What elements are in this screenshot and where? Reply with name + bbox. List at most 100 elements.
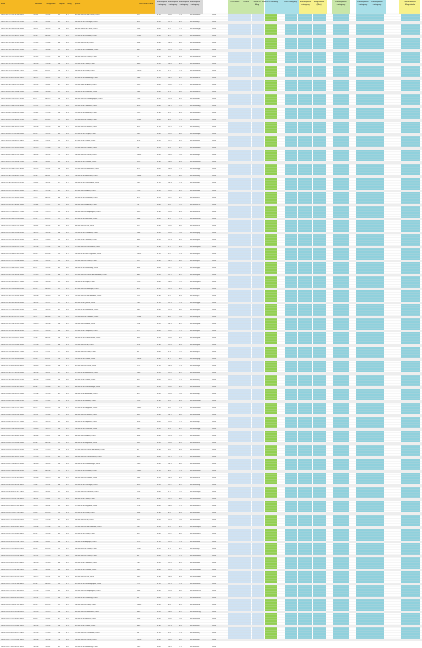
table-row[interactable]: 2020-11-26T01:19:28.770Z -15.84 -74.47 46 4.…: [0, 540, 422, 544]
cell-place[interactable]: 55 km S of Chala, Peru: [75, 63, 95, 66]
cell-place[interactable]: 29 km W of Culebras, Peru: [75, 231, 98, 234]
cell-dist[interactable]: 327: [137, 224, 141, 227]
cell-region[interactable]: Peru: [212, 70, 216, 73]
cell-depth[interactable]: 20: [58, 357, 61, 360]
cell-dist[interactable]: 1082: [137, 407, 142, 410]
cell-place[interactable]: 15 km NW of Tumbes, Peru: [75, 315, 99, 318]
cell-place[interactable]: 36 km W of Puerto Eten, Peru: [75, 336, 101, 339]
cell-depth[interactable]: 31: [58, 91, 61, 94]
cell-longitude[interactable]: -78.86: [45, 49, 51, 52]
header-match-catalog[interactable]: Match in catalog: [262, 1, 278, 3]
cell-place[interactable]: 18 km W of Mancora, Peru: [75, 175, 98, 178]
cell-depth[interactable]: 48: [58, 231, 61, 234]
cell-depth[interactable]: 23: [58, 315, 61, 318]
cell-region[interactable]: Peru: [212, 49, 216, 52]
cell-latitude[interactable]: -5.63: [33, 512, 38, 515]
cell-longitude[interactable]: -76.79: [45, 428, 51, 431]
cell-region[interactable]: Peru: [212, 512, 216, 515]
cell-latitude[interactable]: -14.43: [33, 365, 39, 367]
cell-place[interactable]: 29 km W of Huaral, Peru: [75, 400, 96, 403]
cell-longitude[interactable]: -73.87: [45, 498, 51, 501]
cell-longitude[interactable]: -80.32: [45, 196, 51, 199]
table-row[interactable]: 2020-12-20T19:18:54.430Z -17.45 -72.02 64 4.…: [0, 273, 422, 277]
cell-mag[interactable]: 4.4: [66, 533, 69, 536]
cell-time[interactable]: 2020-12-29T12:58:32.560Z: [1, 189, 25, 192]
cell-mag[interactable]: 4.8: [66, 350, 69, 353]
cell-longitude[interactable]: -81.18: [45, 512, 51, 515]
cell-cat-a[interactable]: 4.70: [157, 70, 161, 73]
table-row[interactable]: 2021-01-16T09:45:58.440Z -14.27 -76.35 28 4.…: [0, 28, 422, 31]
cell-depth[interactable]: 46: [58, 196, 61, 199]
cell-time[interactable]: 2020-11-24T22:10:14.340Z: [1, 554, 24, 557]
cell-time[interactable]: 2021-01-11T22:08:45.770Z: [1, 70, 24, 73]
cell-cat-c[interactable]: 6.6: [179, 259, 182, 262]
cell-id[interactable]: us7000cy8c: [190, 329, 201, 332]
cell-mag[interactable]: 4.4: [66, 414, 69, 417]
cell-time[interactable]: 2021-01-02T04:57:23.140Z: [1, 154, 25, 157]
cell-latitude[interactable]: -17.62: [33, 42, 39, 45]
table-row[interactable]: 2021-01-09T05:13:08.190Z -13.88 -76.68 31 4.…: [0, 91, 422, 94]
cell-time[interactable]: 2021-01-03T10:44:11.330Z: [1, 140, 24, 143]
cell-dist[interactable]: 345: [137, 575, 141, 578]
table-row[interactable]: 2020-12-28T07:36:44.180Z -11.88 -77.71 32 4.…: [0, 203, 422, 207]
cell-cat-b[interactable]: 10.0: [168, 280, 172, 283]
cell-cat-c[interactable]: 6.2: [179, 372, 182, 375]
cell-cat-b[interactable]: 9.0: [168, 407, 171, 410]
cell-cat-c[interactable]: 7.3: [179, 582, 182, 585]
cell-depth[interactable]: 30: [58, 596, 61, 599]
cell-cat-b[interactable]: 8.9: [168, 217, 171, 220]
cell-depth[interactable]: 70: [58, 638, 61, 641]
cell-latitude[interactable]: -16.99: [33, 561, 39, 564]
cell-longitude[interactable]: -78.37: [45, 372, 51, 375]
cell-cat-c[interactable]: 6.9: [179, 526, 182, 529]
cell-time[interactable]: 2021-01-05T23:38:02.970Z: [1, 119, 25, 122]
cell-latitude[interactable]: -15.61: [33, 259, 39, 262]
cell-cat-c[interactable]: 6.4: [179, 161, 182, 164]
cell-latitude[interactable]: -8.92: [33, 533, 38, 536]
cell-dist[interactable]: 407: [137, 49, 141, 52]
cell-region[interactable]: Peru: [212, 631, 216, 634]
cell-place[interactable]: 31 km W of Trujillo, Peru: [75, 133, 96, 136]
cell-time[interactable]: 2020-12-25T03:31:36.620Z: [1, 231, 25, 234]
cell-cat-b[interactable]: 12.8: [168, 589, 172, 592]
cell-cat-c[interactable]: 6.9: [179, 140, 182, 143]
cell-time[interactable]: 2020-12-24T14:16:59.950Z: [1, 238, 25, 241]
cell-mag[interactable]: 4.6: [66, 421, 69, 424]
cell-id[interactable]: us7000cx2x: [190, 477, 201, 480]
cell-depth[interactable]: 42: [58, 21, 61, 24]
cell-cat-c[interactable]: 6.4: [179, 56, 182, 59]
cell-cat-c[interactable]: 7.1: [179, 505, 182, 508]
cell-mag[interactable]: 4.9: [66, 617, 69, 620]
cell-time[interactable]: 2020-12-31T08:21:07.400Z: [1, 168, 25, 171]
cell-time[interactable]: 2020-12-20T02:44:17.780Z: [1, 280, 25, 283]
cell-time[interactable]: 2020-12-18T22:35:03.360Z: [1, 294, 25, 297]
cell-time[interactable]: 2020-11-18T22:24:04.190Z: [1, 624, 24, 627]
cell-id[interactable]: us7000cy6d: [190, 336, 201, 339]
cell-depth[interactable]: 22: [58, 119, 61, 122]
cell-place[interactable]: 21 km SW of Chorrillos, Peru: [75, 631, 100, 634]
cell-cat-b[interactable]: 13.0: [168, 154, 172, 157]
cell-id[interactable]: us7000d0zf: [190, 98, 200, 101]
cell-mag[interactable]: 4.9: [66, 315, 69, 318]
cell-latitude[interactable]: -15.07: [33, 414, 39, 417]
cell-longitude[interactable]: -71.22: [45, 343, 51, 346]
table-row[interactable]: 2020-12-29T12:58:32.560Z -16.77 -72.94 62 4.…: [0, 189, 422, 193]
cell-longitude[interactable]: -71.73: [45, 210, 51, 213]
cell-cat-c[interactable]: 7.5: [179, 49, 182, 52]
cell-cat-b[interactable]: 11.8: [168, 336, 172, 339]
cell-dist[interactable]: 63: [137, 554, 140, 557]
cell-longitude[interactable]: -73.24: [45, 624, 51, 627]
cell-cat-b[interactable]: 8.8: [168, 119, 171, 122]
cell-depth[interactable]: 27: [58, 350, 61, 353]
cell-place[interactable]: 34 km SW of Chilca, Peru: [75, 554, 97, 557]
cell-time[interactable]: 2020-11-18T05:49:27.530Z: [1, 631, 24, 634]
cell-cat-b[interactable]: 12.0: [168, 210, 172, 213]
cell-dist[interactable]: 141: [137, 182, 141, 185]
cell-region[interactable]: Peru: [212, 105, 216, 108]
cell-cat-c[interactable]: 7.8: [179, 617, 182, 620]
cell-latitude[interactable]: -17.81: [33, 210, 39, 213]
cell-depth[interactable]: 63: [58, 456, 61, 459]
cell-region[interactable]: Peru: [212, 638, 216, 641]
cell-region[interactable]: Peru: [212, 610, 216, 613]
cell-region[interactable]: Peru: [212, 365, 216, 367]
